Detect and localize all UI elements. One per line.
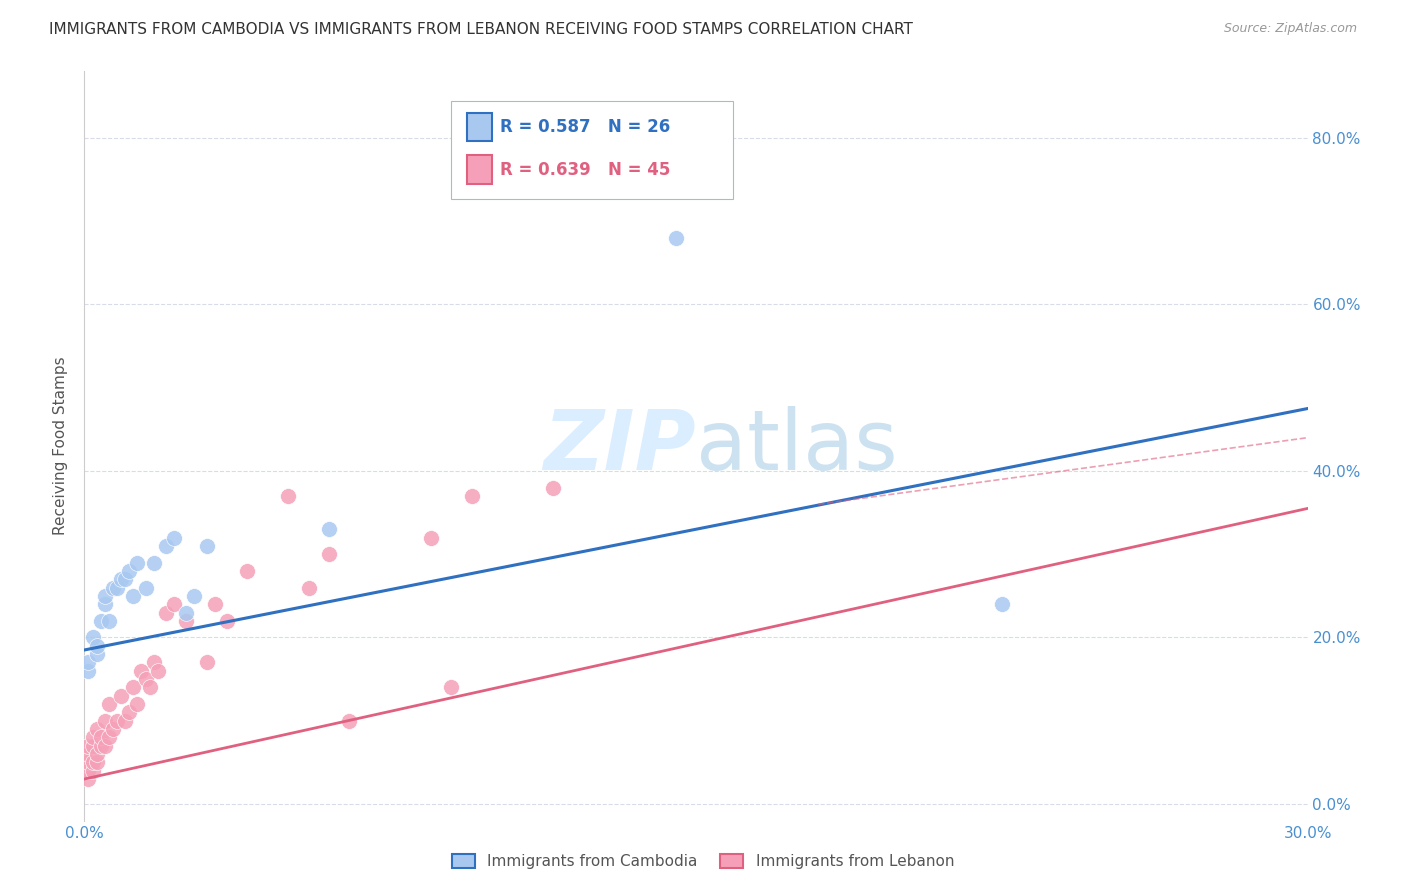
- Point: [236, 564, 259, 578]
- Point: [114, 572, 136, 586]
- Point: [97, 614, 120, 628]
- Text: Source: ZipAtlas.com: Source: ZipAtlas.com: [1223, 22, 1357, 36]
- Point: [110, 689, 132, 703]
- Point: [339, 714, 361, 728]
- Point: [127, 556, 149, 570]
- Text: IMMIGRANTS FROM CAMBODIA VS IMMIGRANTS FROM LEBANON RECEIVING FOOD STAMPS CORREL: IMMIGRANTS FROM CAMBODIA VS IMMIGRANTS F…: [49, 22, 912, 37]
- Point: [543, 481, 565, 495]
- Text: R = 0.639   N = 45: R = 0.639 N = 45: [501, 161, 671, 178]
- Legend: Immigrants from Cambodia, Immigrants from Lebanon: Immigrants from Cambodia, Immigrants fro…: [446, 848, 960, 875]
- Point: [135, 581, 157, 595]
- Point: [318, 547, 340, 561]
- Y-axis label: Receiving Food Stamps: Receiving Food Stamps: [53, 357, 69, 535]
- Point: [146, 664, 169, 678]
- Point: [217, 614, 239, 628]
- Text: atlas: atlas: [696, 406, 897, 486]
- Point: [127, 697, 149, 711]
- Point: [174, 614, 197, 628]
- Point: [97, 731, 120, 745]
- Point: [118, 706, 141, 720]
- Point: [135, 672, 157, 686]
- Point: [77, 747, 100, 761]
- Point: [195, 539, 218, 553]
- Point: [77, 756, 100, 770]
- FancyBboxPatch shape: [451, 102, 733, 199]
- Point: [204, 597, 226, 611]
- Point: [86, 747, 108, 761]
- Point: [277, 489, 299, 503]
- Point: [318, 522, 340, 536]
- Point: [90, 731, 112, 745]
- Text: ZIP: ZIP: [543, 406, 696, 486]
- Point: [82, 756, 104, 770]
- Point: [142, 656, 165, 670]
- Point: [93, 597, 115, 611]
- Point: [163, 531, 186, 545]
- Point: [86, 722, 108, 736]
- Point: [77, 764, 100, 778]
- Point: [991, 597, 1014, 611]
- Point: [82, 631, 104, 645]
- Point: [142, 556, 165, 570]
- Point: [110, 572, 132, 586]
- Point: [93, 714, 115, 728]
- Point: [105, 714, 128, 728]
- Point: [174, 606, 197, 620]
- Point: [77, 772, 100, 786]
- Point: [101, 722, 124, 736]
- Point: [138, 681, 160, 695]
- Text: R = 0.587   N = 26: R = 0.587 N = 26: [501, 118, 671, 136]
- Point: [93, 739, 115, 753]
- Point: [114, 714, 136, 728]
- Point: [77, 664, 100, 678]
- Point: [86, 647, 108, 661]
- Point: [163, 597, 186, 611]
- Point: [122, 681, 145, 695]
- Point: [183, 589, 205, 603]
- Point: [86, 639, 108, 653]
- Point: [118, 564, 141, 578]
- Point: [93, 589, 115, 603]
- Point: [97, 697, 120, 711]
- Point: [420, 531, 443, 545]
- Point: [90, 614, 112, 628]
- Point: [82, 739, 104, 753]
- Point: [131, 664, 153, 678]
- Point: [86, 756, 108, 770]
- Point: [82, 731, 104, 745]
- Point: [461, 489, 484, 503]
- Point: [77, 656, 100, 670]
- Point: [122, 589, 145, 603]
- Point: [105, 581, 128, 595]
- Point: [195, 656, 218, 670]
- Point: [155, 606, 177, 620]
- Point: [90, 739, 112, 753]
- Point: [77, 739, 100, 753]
- Bar: [467, 112, 492, 141]
- Point: [101, 581, 124, 595]
- Bar: [467, 155, 492, 184]
- Point: [82, 764, 104, 778]
- Point: [298, 581, 321, 595]
- Point: [665, 231, 688, 245]
- Point: [440, 681, 463, 695]
- Point: [155, 539, 177, 553]
